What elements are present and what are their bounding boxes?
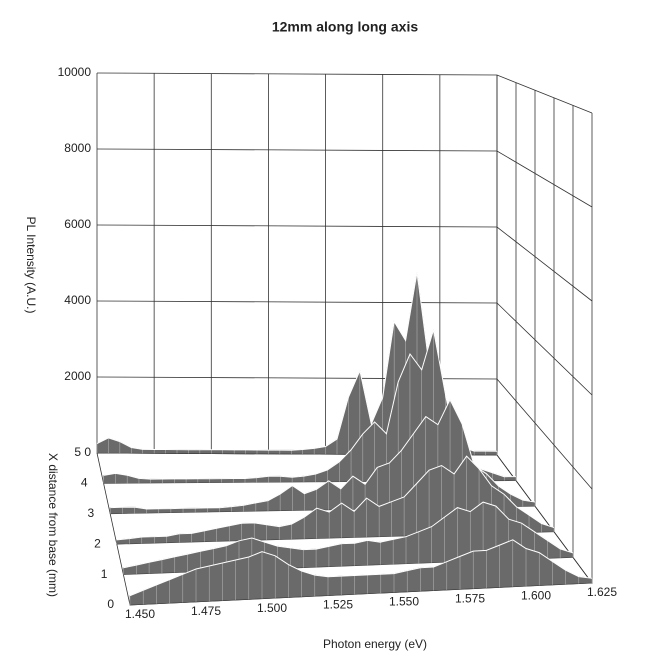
y-tick-label: 8000: [64, 141, 91, 155]
x-tick-label: 1.525: [323, 598, 353, 612]
x-axis-label: Photon energy (eV): [323, 637, 427, 651]
z-tick-label: 4: [81, 476, 88, 490]
surface-row: [116, 455, 555, 541]
y-tick-label: 2000: [64, 369, 91, 383]
x-tick-label: 1.450: [125, 607, 155, 621]
surface-row: [123, 501, 574, 569]
x-tick-label: 1.600: [521, 588, 551, 602]
x-tick-label: 1.575: [455, 591, 485, 605]
z-axis-label: X distance from base (mm): [46, 453, 60, 597]
z-tick-label: 1: [101, 567, 108, 581]
grid-line: [96, 300, 593, 396]
surface-row: [110, 398, 536, 510]
z-tick-label: 0: [107, 597, 114, 611]
z-tick-label: 3: [88, 506, 95, 520]
x-tick-label: 1.550: [389, 595, 419, 609]
y-tick-label: 0: [84, 445, 91, 459]
y-tick-label: 4000: [64, 293, 91, 307]
grid-line: [96, 224, 593, 302]
z-tick-label: 2: [94, 536, 101, 550]
grid-line: [96, 72, 593, 114]
surface-row: [103, 329, 517, 480]
x-tick-label: 1.475: [191, 604, 221, 618]
z-tick-label: 5: [74, 445, 81, 459]
y-tick-label: 10000: [58, 65, 92, 79]
x-tick-label: 1.625: [587, 585, 617, 599]
x-tick-label: 1.500: [257, 601, 287, 615]
surface-row: [129, 539, 593, 597]
grid-line: [96, 148, 593, 208]
y-tick-label: 6000: [64, 217, 91, 231]
chart-title: 12mm along long axis: [272, 19, 418, 35]
y-axis-label: PL Intensity (A.U.): [24, 217, 38, 314]
